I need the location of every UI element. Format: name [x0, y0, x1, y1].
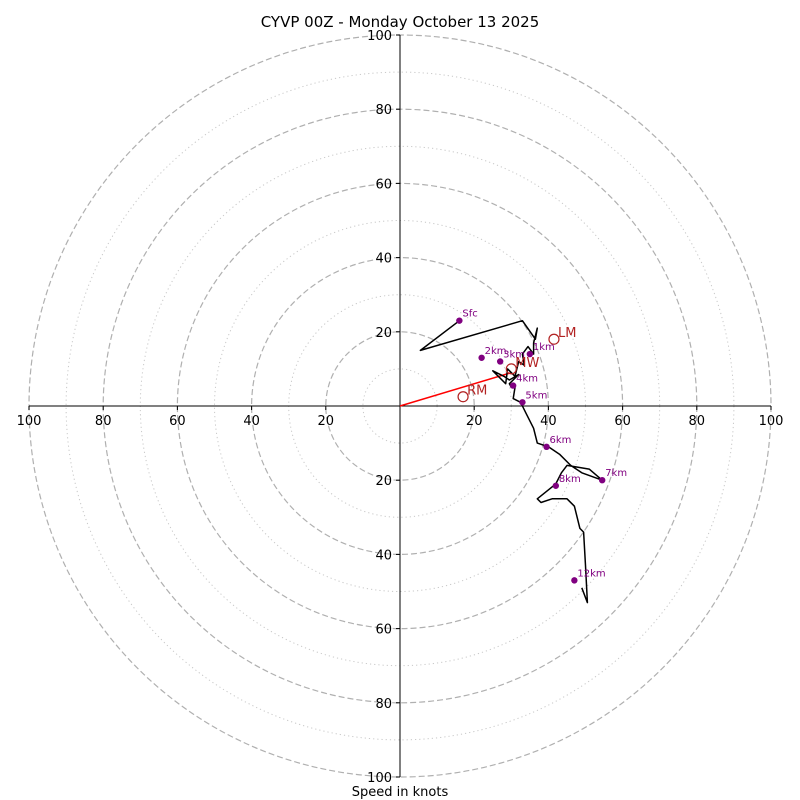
tick-labels: 100 80 60 40 20 20 40 60 80 100 20 40 60 80 100 20 40 60 8…	[17, 29, 784, 786]
x-tick-label: 80	[95, 414, 112, 429]
storm-motion-marker	[548, 333, 560, 345]
x-tick-label: 20	[318, 414, 335, 429]
height-marker-dot	[526, 350, 534, 358]
y-tick-label: 60	[375, 177, 392, 192]
chart-title: CYVP 00Z - Monday October 13 2025	[261, 13, 540, 31]
x-tick-label: 100	[759, 414, 784, 429]
storm-motion-marker	[457, 391, 469, 403]
height-marker-label: 7km	[605, 468, 627, 479]
height-marker-dot	[519, 399, 526, 406]
x-tick-label: 40	[243, 414, 260, 429]
height-marker-label: 2km	[485, 346, 507, 357]
y-tick-label: 40	[375, 548, 392, 563]
height-marker-dot	[509, 382, 517, 389]
y-tick-label: 40	[375, 252, 392, 267]
height-marker-label: 6km	[550, 435, 572, 446]
height-marker-label: 12km	[577, 568, 605, 579]
height-marker-dot	[571, 577, 578, 584]
height-marker-dot	[478, 354, 485, 361]
shear-vector	[399, 371, 512, 407]
storm-motions: LM MW RM	[457, 326, 576, 403]
height-marker-dot	[598, 477, 606, 484]
x-tick-label: 100	[17, 414, 42, 429]
height-marker-dot	[496, 358, 504, 365]
height-marker-label: 1km	[533, 342, 555, 353]
x-tick-label: 60	[169, 414, 186, 429]
storm-motion-marker	[505, 363, 517, 375]
x-tick-label: 60	[614, 414, 631, 429]
height-marker-dot	[543, 443, 550, 451]
height-marker-label: 5km	[525, 390, 547, 401]
y-tick-label: 100	[367, 771, 392, 786]
y-tick-label: 80	[375, 103, 392, 118]
y-tick-label: 20	[375, 326, 392, 341]
y-tick-label: 20	[375, 474, 392, 489]
x-axis-label: Speed in knots	[352, 785, 449, 800]
x-tick-label: 20	[466, 414, 483, 429]
x-tick-label: 40	[540, 414, 557, 429]
height-marker-label: 4km	[516, 374, 538, 385]
y-tick-label: 100	[367, 29, 392, 44]
height-marker-label: Sfc	[462, 309, 477, 320]
shear-vector-layer	[399, 371, 512, 407]
y-tick-label: 80	[375, 697, 392, 712]
x-tick-label: 80	[689, 414, 706, 429]
height-marker-label: 8km	[559, 474, 581, 485]
storm-motion-label: RM	[467, 384, 487, 399]
y-tick-label: 60	[375, 623, 392, 638]
height-marker-dot	[456, 317, 463, 324]
height-marker-label: 3km	[503, 349, 525, 360]
storm-motion-label: MW	[515, 356, 539, 371]
storm-motion-label: LM	[558, 326, 576, 341]
height-marker-dot	[552, 482, 560, 489]
